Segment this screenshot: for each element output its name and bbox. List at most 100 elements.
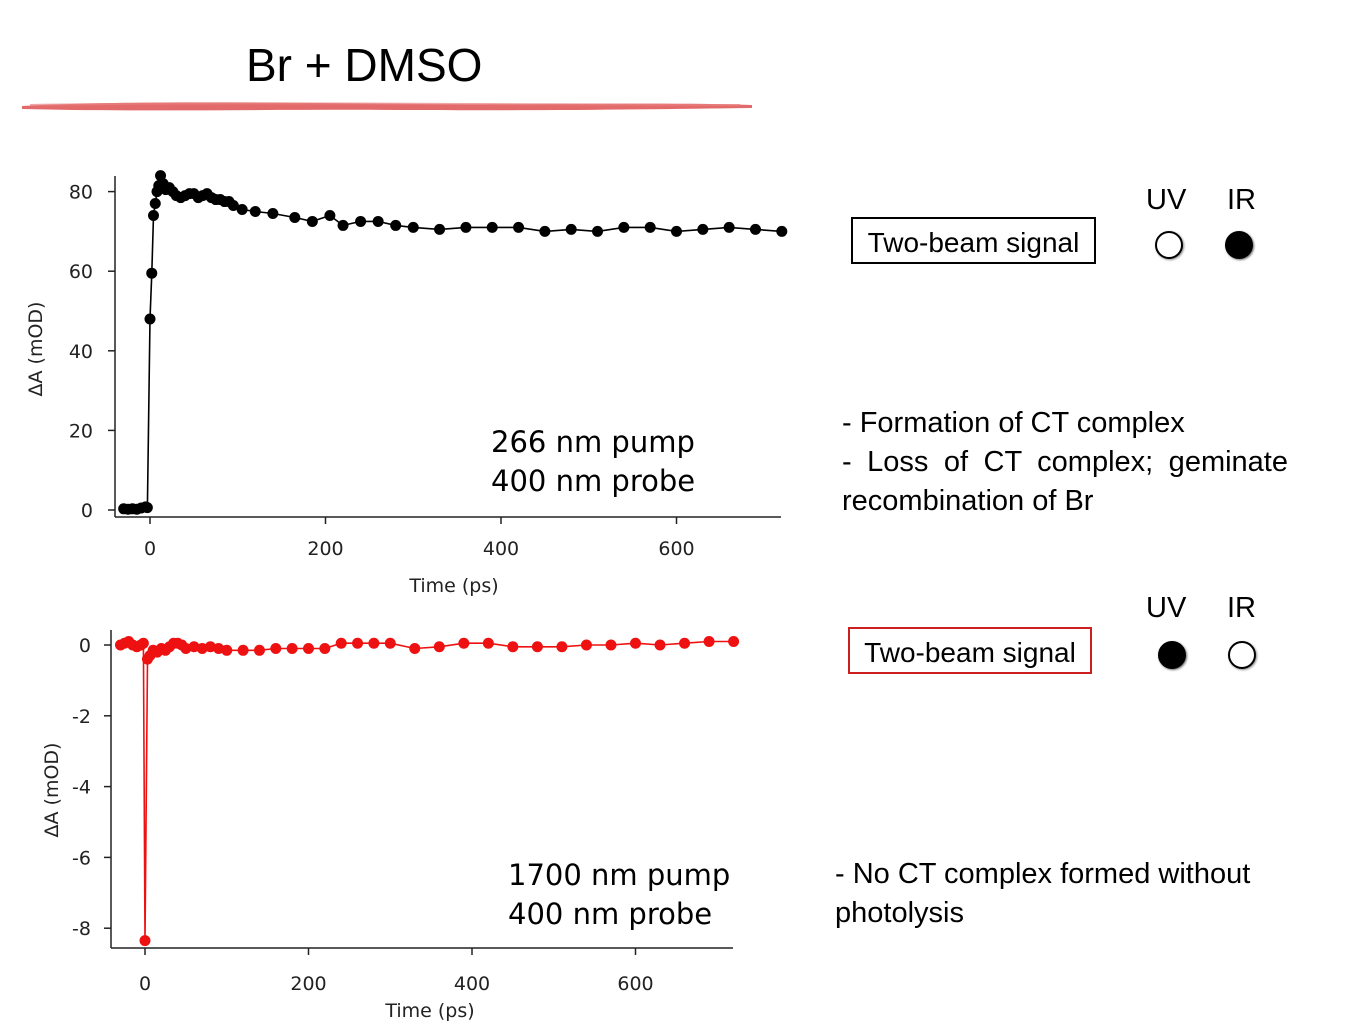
data-point: [486, 221, 498, 233]
uv-beam-indicator-icon-2: [1158, 641, 1186, 669]
data-point: [409, 643, 421, 655]
chart1-axes: 0 200 400 600 0 20 40 60 80: [69, 176, 781, 560]
ir-header-2: IR: [1227, 592, 1256, 624]
data-point: [137, 637, 149, 649]
data-point: [221, 644, 233, 656]
data-point: [605, 639, 617, 651]
data-point: [249, 206, 261, 217]
data-point: [630, 637, 641, 649]
data-point: [460, 221, 472, 233]
data-point: [141, 502, 153, 514]
y-tick-label: 0: [79, 635, 91, 657]
data-point: [236, 204, 248, 216]
y-tick-label: -4: [72, 777, 91, 799]
data-point: [407, 221, 419, 233]
chart2-axes: 0 200 400 600 0 -2 -4 -6 -8: [72, 630, 733, 995]
y-tick-label: 60: [69, 261, 93, 283]
data-point: [144, 313, 156, 325]
data-point: [539, 225, 551, 237]
x-tick-label: 600: [658, 538, 694, 560]
chart-two-beam-uv-ir: 0 200 400 600 0 20 40 60 80 Time (ps) ΔA (mOD) 2…: [25, 170, 788, 597]
data-point: [337, 219, 349, 231]
y-tick-label: -6: [72, 847, 91, 869]
y-tick-label: -2: [72, 706, 91, 728]
x-tick-label: 200: [307, 538, 343, 560]
two-beam-signal-box-2: Two-beam signal: [848, 627, 1092, 674]
data-point: [204, 641, 216, 653]
data-point: [196, 643, 208, 655]
data-point: [306, 215, 318, 227]
data-point: [213, 643, 225, 655]
data-point: [433, 641, 445, 653]
data-point: [372, 215, 384, 227]
x-tick-label: 600: [617, 973, 653, 995]
data-point: [139, 935, 151, 947]
data-point: [319, 643, 331, 655]
ir-header: IR: [1227, 184, 1256, 216]
chart2-marks: [114, 635, 740, 947]
note-formation-ct: - Formation of CT complex: [842, 407, 1185, 439]
chart1-marks: [118, 170, 788, 515]
data-point: [458, 637, 470, 649]
x-tick-label: 0: [139, 973, 151, 995]
y-tick-label: 40: [69, 341, 93, 363]
title-underline-brushstroke: [22, 102, 752, 111]
data-point: [723, 221, 735, 233]
data-point: [303, 643, 314, 655]
y-tick-label: 80: [69, 182, 93, 204]
uv-header: UV: [1146, 184, 1187, 216]
uv-beam-indicator-icon: [1155, 231, 1183, 259]
data-point: [324, 209, 336, 221]
data-point: [679, 637, 691, 649]
data-point: [180, 643, 192, 655]
note-no-ct: - No CT complex formed without photolysi…: [835, 858, 1251, 929]
data-point: [384, 637, 396, 649]
chart2-ylabel: ΔA (mOD): [41, 743, 63, 838]
note-loss-ct: - Loss of CT complex; geminate recombina…: [842, 446, 1288, 517]
x-tick-label: 400: [454, 973, 490, 995]
data-point: [434, 223, 446, 235]
data-point: [289, 211, 301, 223]
data-point: [188, 641, 200, 653]
data-point: [507, 641, 519, 653]
data-point: [565, 223, 577, 235]
data-point: [352, 637, 364, 649]
data-point: [644, 221, 656, 233]
series-line: [120, 640, 734, 941]
data-point: [531, 641, 543, 653]
data-point: [335, 637, 347, 649]
data-point: [253, 644, 265, 656]
x-tick-label: 400: [483, 538, 519, 560]
two-beam-signal-box: Two-beam signal: [851, 217, 1096, 264]
data-point: [556, 641, 568, 653]
chart2-annotation-pump: 1700 nm pump: [508, 858, 730, 892]
chart2-annotation-probe: 400 nm probe: [508, 897, 712, 931]
chart2-xlabel: Time (ps): [384, 1000, 474, 1022]
data-point: [618, 221, 630, 233]
x-tick-label: 200: [290, 973, 326, 995]
data-point: [146, 267, 158, 279]
data-point: [776, 225, 788, 237]
y-tick-label: -8: [72, 918, 91, 940]
data-point: [703, 635, 715, 647]
data-point: [592, 225, 604, 237]
uv-header-2: UV: [1146, 592, 1187, 624]
data-point: [654, 639, 666, 651]
data-point: [390, 219, 402, 231]
data-point: [227, 200, 239, 212]
data-point: [237, 644, 249, 656]
ir-beam-indicator-icon-2: [1228, 641, 1256, 669]
data-point: [355, 215, 367, 227]
page-title: Br + DMSO: [246, 39, 483, 91]
data-point: [482, 637, 494, 649]
data-point: [148, 209, 160, 221]
data-point: [728, 635, 740, 647]
data-point: [270, 643, 282, 655]
data-point: [286, 643, 298, 655]
chart1-xlabel: Time (ps): [408, 575, 498, 597]
chart-two-beam-ir-uv: 0 200 400 600 0 -2 -4 -6 -8 Time (ps) ΔA (mOD) 1…: [41, 630, 740, 1022]
y-tick-label: 0: [81, 500, 93, 522]
data-point: [368, 637, 380, 649]
x-tick-label: 0: [144, 538, 156, 560]
ir-beam-indicator-icon: [1225, 231, 1253, 259]
